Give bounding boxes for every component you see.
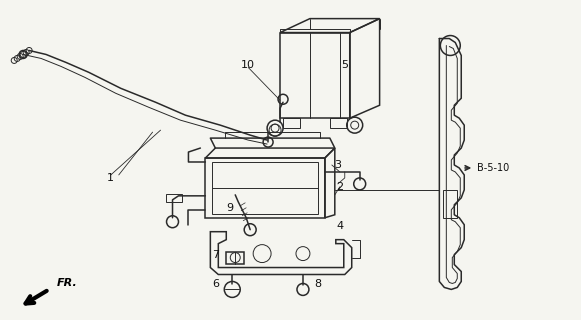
Text: B-5-10: B-5-10: [477, 163, 510, 173]
Text: 5: 5: [341, 60, 348, 70]
Text: 4: 4: [336, 221, 343, 231]
Text: 1: 1: [107, 173, 114, 183]
Text: FR.: FR.: [57, 278, 78, 288]
Text: 10: 10: [241, 60, 255, 70]
Text: 8: 8: [314, 279, 321, 290]
Text: 7: 7: [211, 250, 219, 260]
Text: 3: 3: [334, 160, 341, 170]
Text: 6: 6: [212, 279, 219, 290]
Text: 9: 9: [227, 203, 234, 213]
Text: 2: 2: [336, 182, 343, 192]
